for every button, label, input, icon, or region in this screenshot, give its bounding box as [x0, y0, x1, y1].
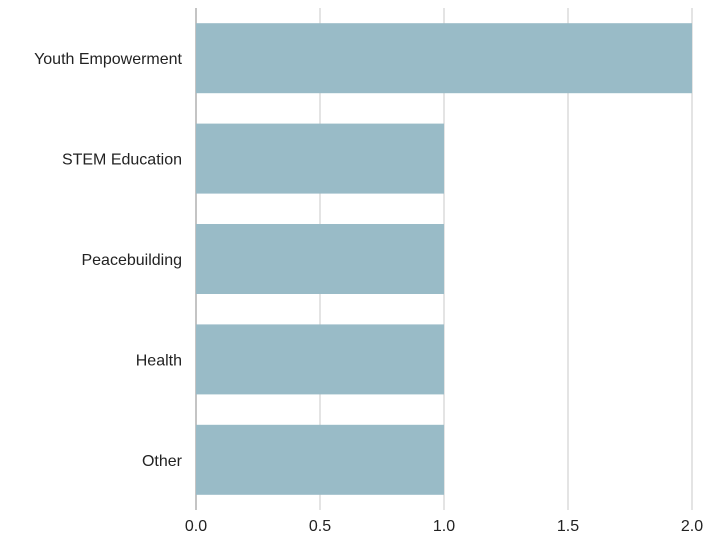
x-tick-label: 2.0 [681, 518, 703, 535]
x-tick-label: 1.0 [433, 518, 455, 535]
category-label: Other [142, 453, 183, 470]
x-tick-label: 0.5 [309, 518, 331, 535]
x-tick-label: 0.0 [185, 518, 207, 535]
bar [196, 123, 444, 194]
bar [196, 23, 692, 94]
category-labels: Youth Empowerment STEM Education Peacebuil… [34, 51, 183, 470]
x-tick-label: 1.5 [557, 518, 579, 535]
bar [196, 424, 444, 495]
x-axis-tick-labels: 0.0 0.5 1.0 1.5 2.0 [185, 518, 703, 535]
category-label: Youth Empowerment [34, 51, 182, 68]
bar [196, 324, 444, 395]
category-label: Peacebuilding [81, 252, 182, 269]
category-label: STEM Education [62, 152, 182, 169]
category-label: Health [136, 352, 182, 369]
bar [196, 224, 444, 294]
bars [196, 23, 692, 495]
